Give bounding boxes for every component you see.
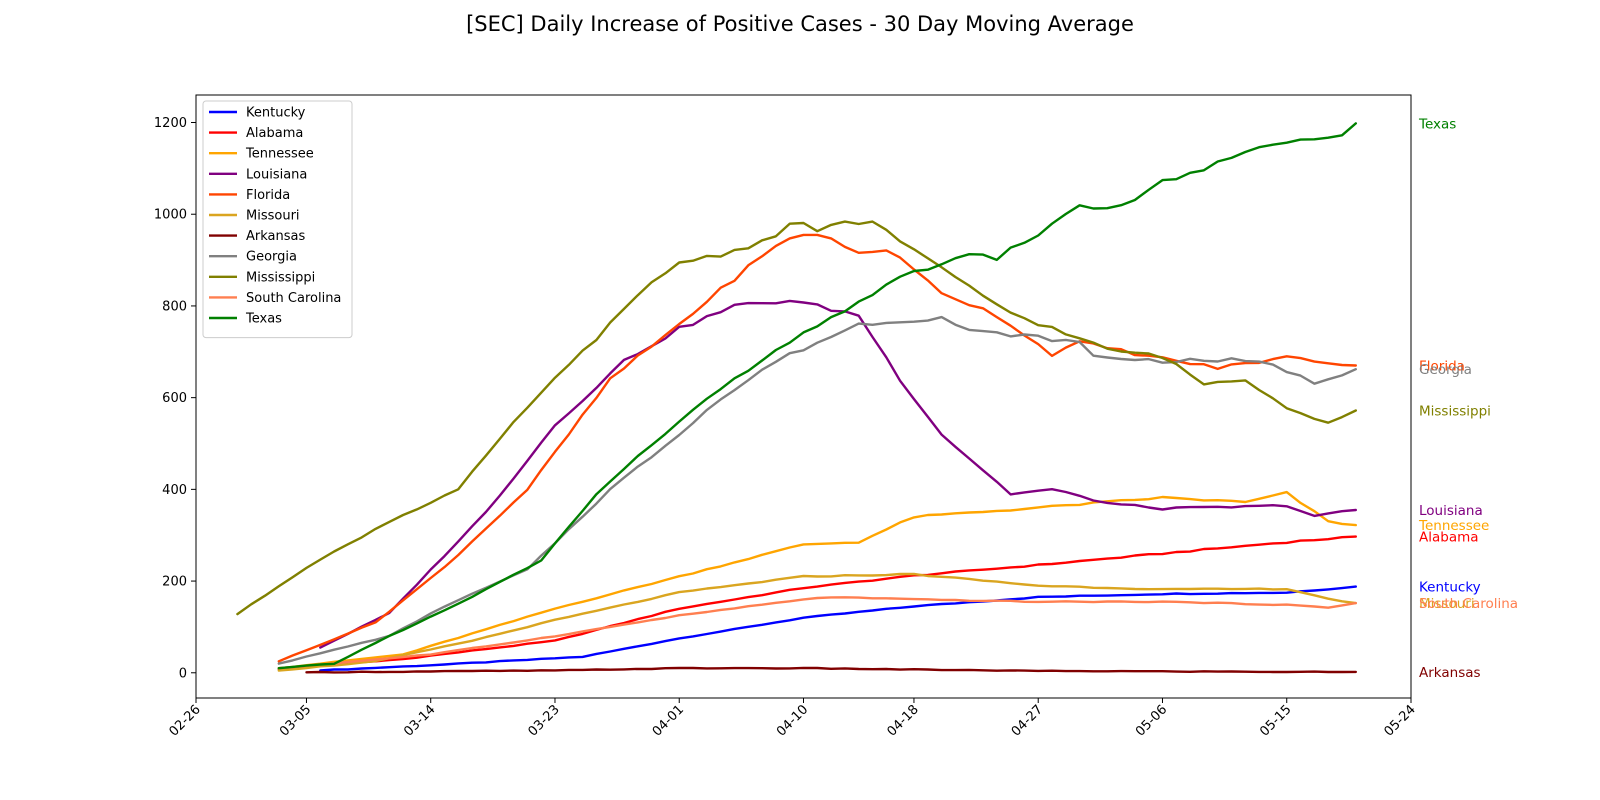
end-label-arkansas: Arkansas [1419,665,1481,681]
series-line-georgia [277,315,1357,665]
chart-title: [SEC] Daily Increase of Positive Cases -… [466,12,1134,36]
x-tick-label: 05-15 [1257,702,1294,739]
y-tick-label: 200 [162,575,187,590]
series-line-alabama [277,535,1357,671]
x-tick-label: 04-10 [774,702,811,739]
legend-entry-alabama: Alabama [246,126,303,141]
end-label-florida: Florida [1419,359,1465,375]
y-tick-label: 1200 [154,116,187,131]
x-tick-label: 02-26 [167,702,204,739]
y-tick-label: 600 [162,391,187,406]
legend: Kentucky Alabama Tennessee Louisiana Florida… [202,100,353,339]
series-line-kentucky [319,585,1357,672]
series-line-louisiana [319,299,1357,649]
legend-entry-texas: Texas [245,312,282,327]
end-label-missouri: Missouri [1419,596,1475,612]
x-tick-label: 03-14 [401,702,438,739]
x-tick-label: 04-18 [884,702,921,739]
legend-entry-tennessee: Tennessee [245,147,314,162]
plot-frame [195,94,1412,699]
end-label-alabama: Alabama [1419,530,1479,546]
legend-box [202,100,353,339]
x-tick-label: 03-05 [277,702,314,739]
y-tick-label: 800 [162,299,187,314]
x-tick-label: 04-27 [1009,702,1046,739]
x-tick-label: 05-24 [1382,702,1419,739]
y-tick-label: 1000 [154,208,187,223]
legend-entry-south-carolina: South Carolina [246,291,341,306]
legend-entry-mississippi: Mississippi [246,270,315,285]
x-tick-label: 05-06 [1133,702,1170,739]
plot-area [236,122,1357,674]
x-tick-label: 04-01 [650,702,687,739]
y-tick-label: 0 [179,666,187,681]
legend-entry-florida: Florida [246,188,290,203]
end-label-texas: Texas [1418,116,1456,132]
end-label-tennessee: Tennessee [1418,518,1489,534]
end-label-south-carolina: South Carolina [1419,596,1518,612]
series-line-missouri [277,572,1357,672]
end-label-louisiana: Louisiana [1419,503,1483,519]
series-line-south-carolina [277,596,1357,670]
end-label-kentucky: Kentucky [1419,580,1481,596]
series-line-tennessee [277,490,1357,670]
legend-entry-georgia: Georgia [246,250,297,265]
series-line-arkansas [305,666,1357,674]
x-tick-label: 03-23 [525,702,562,739]
series-line-texas [277,122,1357,670]
legend-entry-arkansas: Arkansas [246,229,305,244]
y-tick-label: 400 [162,483,187,498]
end-label-georgia: Georgia [1419,362,1472,378]
legend-entry-missouri: Missouri [246,209,300,224]
series-line-mississippi [236,220,1357,616]
legend-entry-kentucky: Kentucky [246,106,306,121]
end-label-mississippi: Mississippi [1419,403,1491,419]
legend-entry-louisiana: Louisiana [246,167,307,182]
